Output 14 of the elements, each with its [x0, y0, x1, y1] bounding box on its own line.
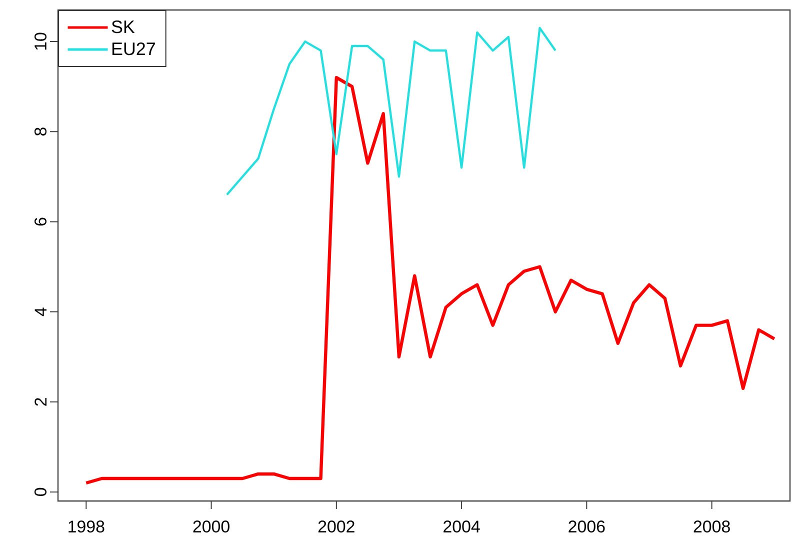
legend-label: SK: [112, 20, 135, 34]
y-tick-label: 2: [34, 398, 46, 406]
x-tick-label: 2004: [444, 520, 480, 533]
y-tick-label: 10: [34, 32, 46, 50]
y-tick-label: 8: [34, 128, 46, 136]
x-tick-label: 1998: [68, 520, 104, 533]
y-tick-label: 4: [34, 308, 46, 316]
legend-label: EU27: [112, 42, 155, 56]
x-tick-label: 2008: [694, 520, 730, 533]
y-tick-label: 0: [34, 488, 46, 496]
x-tick-label: 2002: [318, 520, 354, 533]
y-tick-label: 6: [34, 218, 46, 226]
x-tick-label: 2000: [193, 520, 230, 533]
x-tick-label: 2006: [568, 520, 605, 533]
